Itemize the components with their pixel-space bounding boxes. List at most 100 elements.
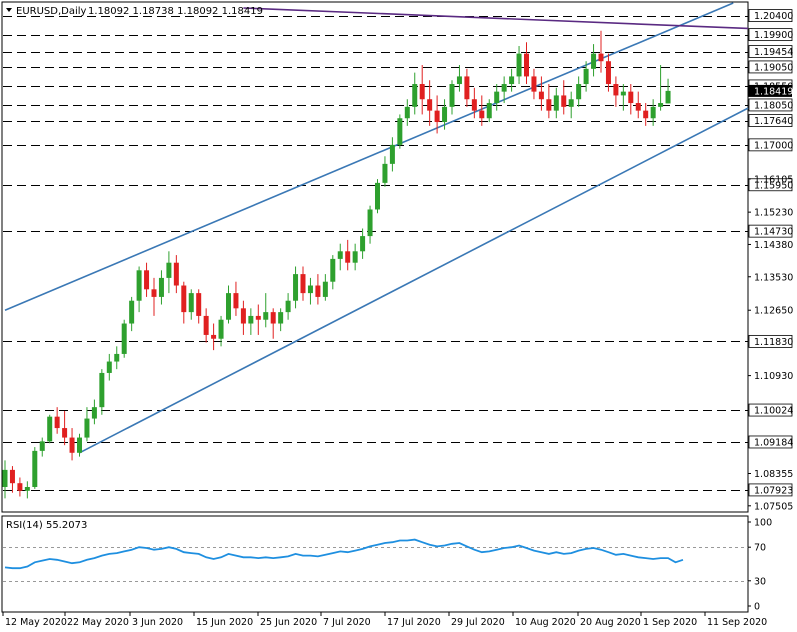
svg-text:1.20400: 1.20400 xyxy=(754,11,793,22)
price-level-label: 1.17000 xyxy=(748,138,793,151)
svg-text:1.17000: 1.17000 xyxy=(754,140,793,151)
price-tick-label: 1.10930 xyxy=(754,371,793,382)
rsi-pane xyxy=(1,515,749,613)
candle xyxy=(151,277,157,316)
channel-upper-line[interactable] xyxy=(4,2,734,311)
trendlines xyxy=(4,2,749,454)
price-level-label: 1.15950 xyxy=(748,178,793,191)
candle xyxy=(330,255,336,290)
candle xyxy=(173,255,179,294)
candle xyxy=(665,78,671,104)
price-tick-label: 1.14380 xyxy=(754,240,793,251)
candle xyxy=(77,433,82,457)
candle xyxy=(427,80,433,126)
candle xyxy=(24,481,30,499)
candle xyxy=(211,323,217,351)
resistance-line[interactable] xyxy=(243,7,749,30)
time-label: 7 Jul 2020 xyxy=(323,617,371,628)
candle xyxy=(307,277,313,305)
time-axis: 12 May 2020 22 May 2020 3 Jun 2020 15 Jun 2… xyxy=(2,612,767,628)
candle xyxy=(285,293,291,320)
time-label: 17 Jul 2020 xyxy=(387,617,441,628)
candle xyxy=(613,76,619,107)
candle xyxy=(524,42,529,85)
rsi-line xyxy=(4,538,684,570)
rsi-title: RSI(14) 55.2073 xyxy=(6,520,87,531)
candle xyxy=(360,228,366,259)
candle xyxy=(628,84,634,115)
price-level-label: 1.17640 xyxy=(748,114,793,127)
candle xyxy=(382,156,388,187)
rsi-tick-label: 70 xyxy=(754,543,766,554)
candle xyxy=(449,80,455,115)
candle xyxy=(538,76,544,111)
candle xyxy=(62,410,68,446)
candle xyxy=(494,84,500,111)
candle xyxy=(375,179,380,214)
svg-text:1.19454: 1.19454 xyxy=(754,47,793,58)
candle xyxy=(166,251,172,294)
candle xyxy=(635,91,641,119)
price-tick-label: 1.12650 xyxy=(754,306,793,317)
candle xyxy=(218,315,224,347)
price-level-label: 1.19050 xyxy=(748,60,793,73)
candle xyxy=(605,53,611,92)
price-level-label: 1.20400 xyxy=(748,9,793,22)
chart-symbol: EURUSD,Daily xyxy=(16,6,87,17)
candle xyxy=(158,270,164,305)
candle xyxy=(486,99,492,123)
channel-lower-line[interactable] xyxy=(79,107,749,454)
candle xyxy=(516,46,522,85)
candle xyxy=(412,72,418,115)
svg-text:1.11830: 1.11830 xyxy=(754,337,793,348)
time-label: 22 May 2020 xyxy=(67,617,129,628)
candle xyxy=(434,95,440,134)
candle xyxy=(263,293,269,328)
candle xyxy=(546,84,552,119)
svg-text:1.19050: 1.19050 xyxy=(754,62,793,73)
price-level-label: 1.09184 xyxy=(748,435,793,448)
time-label: 11 Sep 2020 xyxy=(707,617,767,628)
candle xyxy=(17,477,23,497)
candle xyxy=(591,44,597,77)
price-axis: 1.204001.199001.194541.190501.185501.184… xyxy=(748,9,793,512)
candle xyxy=(620,84,626,111)
svg-text:1.09184: 1.09184 xyxy=(754,437,793,448)
candle xyxy=(144,262,150,297)
candle xyxy=(337,243,343,271)
candle xyxy=(84,407,90,442)
candle xyxy=(47,414,53,444)
current-price-label: 1.18419 xyxy=(748,84,793,97)
price-level-label: 1.19900 xyxy=(748,28,793,41)
candle xyxy=(345,239,351,271)
candle xyxy=(114,346,120,370)
svg-text:1.14730: 1.14730 xyxy=(754,227,793,238)
candle xyxy=(240,300,246,335)
candle xyxy=(188,289,194,320)
candle xyxy=(300,266,306,301)
time-label: 1 Sep 2020 xyxy=(643,617,697,628)
rsi-indicator: 100 70 30 0 xyxy=(3,518,772,613)
candle xyxy=(54,407,60,434)
svg-text:1.17640: 1.17640 xyxy=(754,116,793,127)
svg-text:1.07923: 1.07923 xyxy=(754,485,793,496)
time-label: 12 May 2020 xyxy=(5,617,67,628)
time-label: 10 Aug 2020 xyxy=(515,617,576,628)
candle xyxy=(136,266,142,313)
candle xyxy=(643,103,649,126)
candle xyxy=(315,274,321,305)
candle xyxy=(121,319,127,358)
dropdown-arrow-icon[interactable] xyxy=(6,8,12,12)
candle xyxy=(404,99,410,126)
time-label: 29 Jul 2020 xyxy=(451,617,505,628)
candle xyxy=(32,447,38,489)
candle xyxy=(501,76,507,104)
candle xyxy=(91,399,97,425)
candle xyxy=(39,437,45,457)
candle xyxy=(352,243,358,271)
candle xyxy=(561,80,567,115)
price-tick-label: 1.08355 xyxy=(754,469,793,480)
svg-text:1.18050: 1.18050 xyxy=(754,100,793,111)
